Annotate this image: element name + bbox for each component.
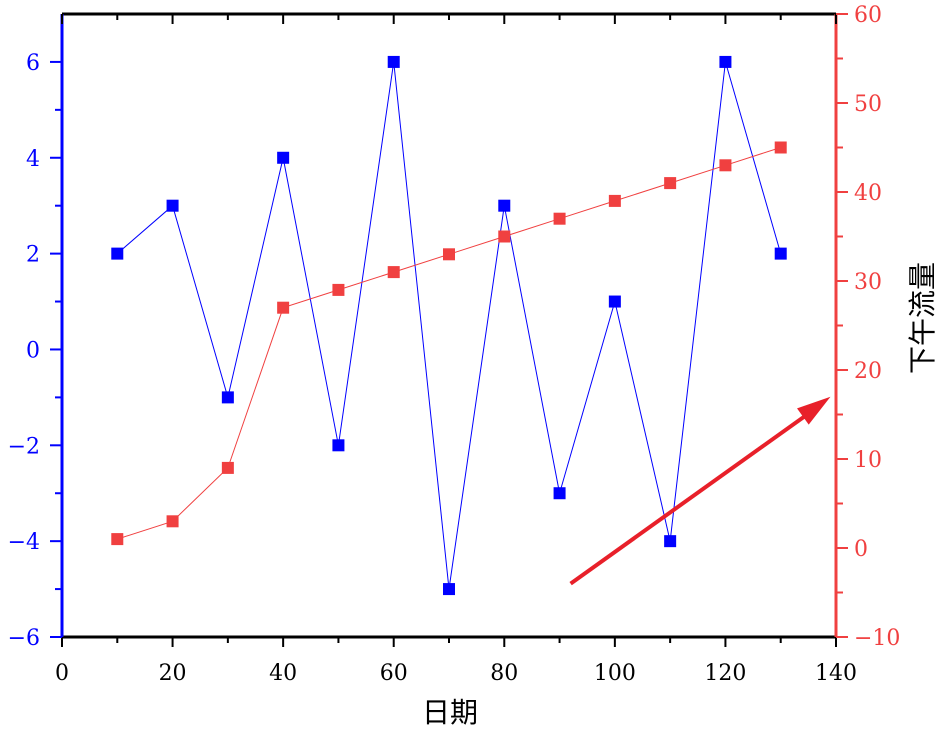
data-point-1 xyxy=(332,283,345,296)
x-tick-label: 0 xyxy=(55,661,69,686)
y2-tick-label: 50 xyxy=(854,92,882,117)
y2-tick-label: −10 xyxy=(854,626,900,651)
y-tick-label: −6 xyxy=(8,626,40,651)
data-point-0 xyxy=(664,535,677,548)
data-point-1 xyxy=(664,177,677,190)
series-line-1 xyxy=(117,147,781,540)
x-tick-label: 60 xyxy=(380,661,408,686)
data-point-0 xyxy=(111,247,124,260)
data-point-0 xyxy=(332,439,345,452)
y-tick-label: 2 xyxy=(26,243,40,268)
data-point-1 xyxy=(553,212,566,225)
y-tick-label: 4 xyxy=(26,147,40,172)
y2-tick-label: 10 xyxy=(854,448,882,473)
y2-tick-label: 20 xyxy=(854,359,882,384)
x-tick-label: 140 xyxy=(815,661,857,686)
annotation-arrow-head xyxy=(797,396,831,425)
x-tick-label: 20 xyxy=(159,661,187,686)
data-point-0 xyxy=(166,199,179,212)
data-point-1 xyxy=(277,301,290,314)
x-tick-label: 80 xyxy=(490,661,518,686)
data-point-1 xyxy=(498,230,511,243)
data-point-1 xyxy=(111,533,124,546)
y-tick-label: 6 xyxy=(26,51,40,76)
y2-axis-title: 下午流量 xyxy=(906,262,935,374)
data-point-0 xyxy=(719,55,732,68)
data-point-0 xyxy=(553,487,566,500)
x-tick-label: 40 xyxy=(269,661,297,686)
y-tick-label: 0 xyxy=(26,338,40,363)
data-point-0 xyxy=(774,247,787,260)
data-point-0 xyxy=(277,151,290,164)
data-point-1 xyxy=(166,515,179,528)
data-point-0 xyxy=(387,55,400,68)
data-point-1 xyxy=(221,461,234,474)
data-point-0 xyxy=(443,583,455,596)
y-tick-label: −2 xyxy=(8,434,40,459)
series-line-0 xyxy=(116,61,782,590)
data-point-1 xyxy=(719,159,732,172)
data-point-1 xyxy=(387,266,400,279)
data-point-1 xyxy=(608,194,621,207)
data-point-1 xyxy=(774,141,787,154)
x-tick-label: 100 xyxy=(594,661,636,686)
x-tick-label: 120 xyxy=(704,661,746,686)
annotation-arrow-shaft xyxy=(569,409,814,586)
y-tick-label: −4 xyxy=(8,530,40,555)
x-axis-title: 日期 xyxy=(422,696,478,729)
y2-tick-label: 60 xyxy=(854,3,882,28)
data-point-0 xyxy=(498,199,511,212)
data-point-0 xyxy=(608,295,621,308)
data-point-1 xyxy=(443,248,455,261)
y2-tick-label: 40 xyxy=(854,181,882,206)
y2-tick-label: 30 xyxy=(854,270,882,295)
y2-tick-label: 0 xyxy=(854,537,868,562)
data-point-0 xyxy=(221,391,234,404)
